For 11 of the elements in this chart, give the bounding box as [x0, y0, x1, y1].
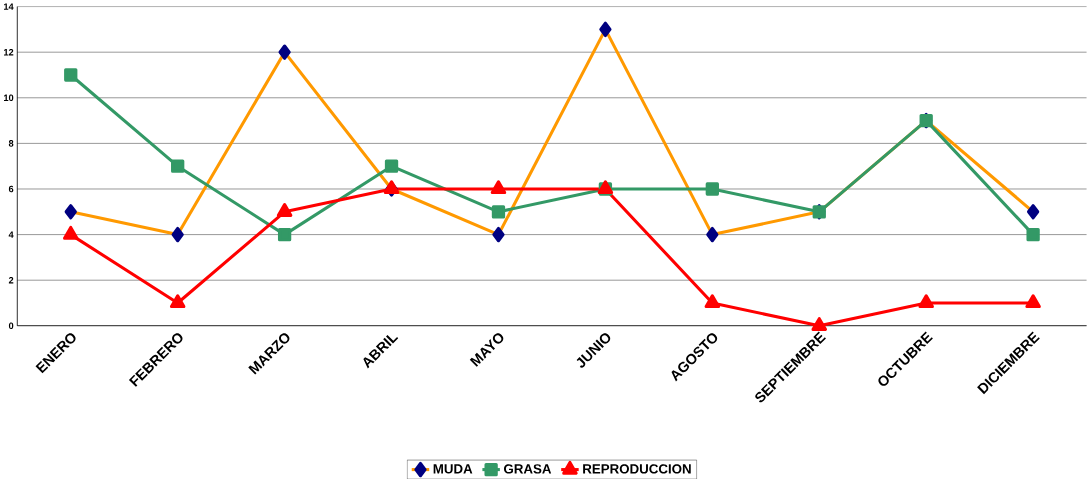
y-tick-label: 6 [8, 185, 14, 193]
y-tick-label: 0 [8, 322, 14, 329]
legend-label: GRASA [503, 464, 552, 474]
y-tick-label: 8 [8, 139, 14, 147]
y-tick-label: 10 [4, 94, 14, 101]
legend-label: REPRODUCCION [583, 464, 691, 474]
legend-label: MUDA [433, 464, 473, 474]
y-tick-label: 4 [8, 231, 14, 238]
y-tick-label: 2 [8, 276, 14, 284]
y-tick-label: 12 [4, 48, 14, 56]
y-tick-label: 14 [4, 3, 14, 10]
